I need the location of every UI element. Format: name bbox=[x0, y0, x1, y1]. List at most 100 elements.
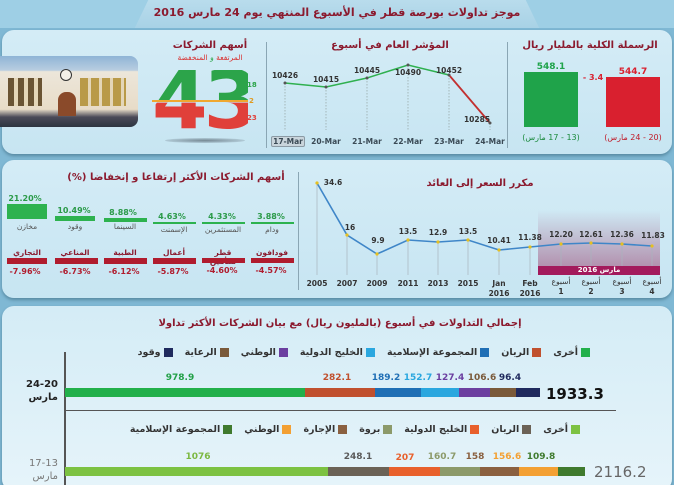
legend-swatch bbox=[223, 425, 233, 434]
flat-tick bbox=[236, 101, 244, 102]
segment-bar bbox=[65, 388, 305, 397]
loser-bar bbox=[104, 258, 147, 264]
index-point-label: 10415 bbox=[312, 75, 340, 84]
pe-x-line2: 2 bbox=[588, 287, 594, 296]
market-cap-period-1: (13 - 17 مارس) bbox=[522, 133, 580, 142]
market-cap-change: - 3.4 bbox=[582, 73, 604, 82]
segment-bar bbox=[389, 467, 440, 476]
segment-value: 207 bbox=[395, 453, 415, 463]
companies-subtitle: المرتفعة و المنخفضة bbox=[160, 53, 260, 62]
pe-point-label: 13.5 bbox=[398, 227, 418, 236]
legend-swatch bbox=[278, 348, 288, 357]
y-axis-line bbox=[64, 352, 66, 485]
legend-swatch bbox=[365, 348, 375, 357]
gainer-bar bbox=[104, 218, 147, 222]
legend-label: الريان bbox=[491, 424, 520, 435]
legend-label: أخرى bbox=[543, 424, 568, 435]
pe-x-label: 2015 bbox=[453, 279, 483, 289]
march-highlight bbox=[538, 210, 660, 267]
movers-title: أسهم الشركات الأكثر إرتفاعا و إنخفاضا (%… bbox=[67, 172, 285, 183]
market-cap-period-2: (20 - 24 مارس) bbox=[604, 133, 662, 142]
pe-x-line2: 2016 bbox=[519, 289, 541, 298]
week-2-total: 2116.2 bbox=[594, 463, 647, 481]
segment-bar bbox=[65, 467, 328, 476]
subtitle-up: المرتفعة bbox=[216, 53, 243, 62]
loser-name: التجاري bbox=[13, 248, 41, 257]
loser-name: قطر للتأمين bbox=[210, 248, 236, 266]
legend-item: المجموعة الإسلامية bbox=[130, 424, 233, 435]
segment-value: 160.7 bbox=[427, 452, 457, 462]
pe-point-label: 11.38 bbox=[518, 233, 542, 242]
pe-x-label: 2009 bbox=[362, 279, 392, 289]
index-x-label: 17-Mar bbox=[271, 136, 305, 147]
legend-label: الخليج الدولية bbox=[299, 347, 363, 358]
pe-x-line1: أسبوع bbox=[612, 277, 632, 286]
segment-bar bbox=[375, 388, 421, 397]
page-title: موجز تداولات بورصة قطر في الأسبوع المنته… bbox=[153, 6, 521, 19]
index-point-label: 10452 bbox=[435, 66, 463, 75]
legend-swatch bbox=[383, 425, 393, 434]
segment-value: 978.9 bbox=[165, 373, 195, 383]
photo-logo bbox=[60, 69, 72, 81]
loser-value: -5.87% bbox=[157, 267, 189, 276]
legend-item: الرعاية bbox=[185, 347, 229, 358]
subtitle-down: المنخفضة bbox=[177, 53, 208, 62]
loser-name: الطبية bbox=[113, 248, 137, 257]
index-x-label: 20-Mar bbox=[311, 137, 341, 146]
loser-value: -6.12% bbox=[108, 267, 140, 276]
segment-value: 156.6 bbox=[492, 452, 522, 462]
middle-panel bbox=[2, 160, 672, 298]
gainer-bar bbox=[153, 222, 196, 224]
week-1-period: 24-20 مارس bbox=[14, 378, 58, 404]
gainer-value: 8.88% bbox=[109, 208, 137, 217]
legend-item: الوطني bbox=[241, 347, 288, 358]
headquarters-photo bbox=[0, 56, 138, 127]
legend-label: الريان bbox=[501, 347, 530, 358]
market-cap-title: الرسملة الكلية بالمليار ريال bbox=[522, 40, 658, 51]
week-1-total: 1933.3 bbox=[546, 385, 604, 403]
pe-point-label: 34.6 bbox=[323, 178, 343, 187]
legend-item: الخليج الدولية bbox=[300, 347, 375, 358]
photo-windows-left bbox=[8, 78, 42, 106]
loser-name: المناعي bbox=[60, 248, 90, 257]
segment-bar bbox=[480, 467, 519, 476]
market-cap-bar-2 bbox=[606, 77, 660, 127]
loser-name: أعمال bbox=[162, 248, 186, 257]
divider bbox=[507, 42, 508, 148]
segment-value: 96.4 bbox=[498, 373, 522, 383]
pe-x-label: 2007 bbox=[332, 279, 362, 289]
pe-x-line1: أسبوع bbox=[642, 277, 662, 286]
legend-swatch bbox=[522, 425, 532, 434]
gainer-value: 4.63% bbox=[158, 212, 186, 221]
loser-bar bbox=[55, 258, 98, 264]
legend-week-1: وقود الرعاية الوطني الخليج الدولية المجم… bbox=[138, 347, 590, 358]
week-divider bbox=[64, 410, 616, 411]
trading-title: إجمالي التداولات في أسبوع (بالمليون ريال… bbox=[158, 318, 522, 329]
week-2-period: 17-13 مارس bbox=[14, 457, 58, 483]
gainer-name: المستثمرين bbox=[204, 225, 242, 234]
legend-item: الريان bbox=[501, 347, 542, 358]
segment-bar bbox=[440, 467, 480, 476]
legend-label: المجموعة الإسلامية bbox=[386, 347, 478, 358]
pe-x-line1: Feb bbox=[522, 279, 538, 288]
pe-point-label: 10.41 bbox=[487, 236, 511, 245]
divider bbox=[266, 42, 267, 148]
index-point-label: 10445 bbox=[353, 66, 381, 75]
legend-label: الوطني bbox=[240, 347, 276, 358]
flat-count: 2 bbox=[249, 97, 254, 105]
segment-value: 282.1 bbox=[322, 373, 352, 383]
pe-x-label: أسبوع 2 bbox=[576, 277, 606, 297]
photo-windows-right bbox=[80, 78, 126, 106]
legend-week-2: المجموعة الإسلامية الوطني الإجارة بروة ا… bbox=[130, 424, 580, 435]
legend-item: وقود bbox=[138, 347, 173, 358]
pe-point-label: 12.36 bbox=[610, 230, 634, 239]
pe-x-label: أسبوع 1 bbox=[546, 277, 576, 297]
index-chart-title: المؤشر العام في أسبوع bbox=[331, 40, 449, 51]
segment-value: 109.8 bbox=[526, 452, 556, 462]
pe-point-label: 11.83 bbox=[641, 231, 665, 240]
pe-chart-title: مكرر السعر إلى العائد bbox=[426, 178, 534, 189]
segment-value: 248.1 bbox=[343, 452, 373, 462]
legend-item: الخليج الدولية bbox=[404, 424, 480, 435]
number-shadow bbox=[165, 138, 245, 143]
legend-item: الإجارة bbox=[303, 424, 348, 435]
